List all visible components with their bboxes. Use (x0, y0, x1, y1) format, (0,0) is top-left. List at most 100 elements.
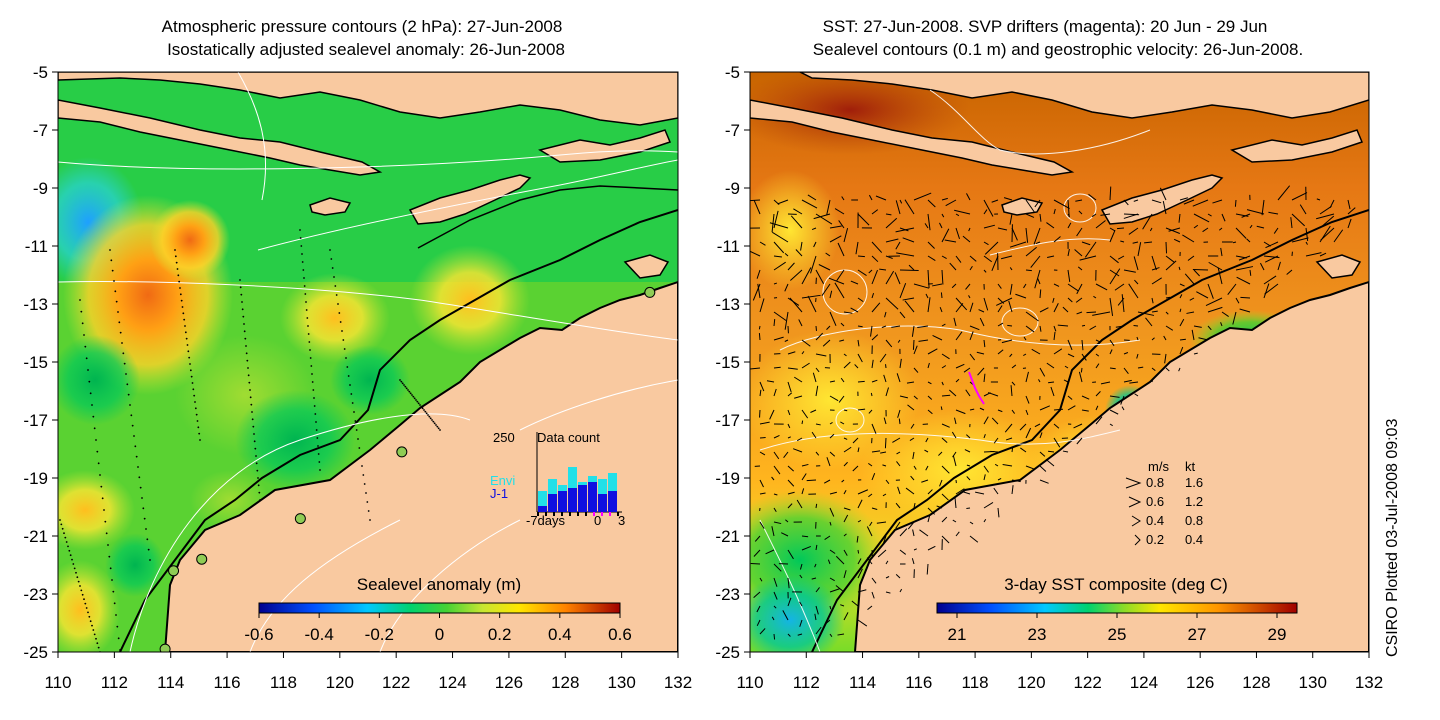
velocity-arrow (1202, 227, 1209, 233)
velocity-arrow (1151, 255, 1157, 271)
altimeter-dot (189, 369, 192, 372)
velocity-arrow (1114, 283, 1125, 291)
velocity-arrow (969, 408, 975, 411)
lon-tick-label: 132 (664, 673, 692, 692)
velocity-arrow (1165, 227, 1180, 234)
velocity-arrow (1109, 269, 1120, 277)
lon-tick-label: 110 (44, 673, 71, 692)
altimeter-dot (315, 421, 317, 423)
colorbar-tick-label: 29 (1268, 625, 1287, 644)
velocity-arrow (1319, 252, 1327, 257)
altimeter-dot (412, 395, 415, 398)
velocity-arrow (1240, 296, 1251, 299)
velocity-arrow (891, 325, 901, 328)
right-title-line1: SST: 27-Jun-2008. SVP drifters (magenta)… (823, 17, 1268, 36)
velocity-arrow (905, 487, 915, 495)
velocity-key-arrow (1125, 477, 1142, 489)
velocity-arrow (1193, 224, 1199, 229)
velocity-arrow (871, 507, 878, 510)
velocity-arrow (1039, 432, 1043, 439)
velocity-arrow (1076, 283, 1083, 295)
lat-tick-label: -23 (715, 585, 740, 604)
velocity-arrow (1039, 213, 1042, 222)
velocity-arrow (1003, 197, 1013, 201)
velocity-arrow (783, 451, 789, 458)
altimeter-dot (113, 602, 116, 605)
altimeter-dot (184, 331, 187, 334)
left-title-line2: Isostatically adjusted sealevel anomaly:… (167, 40, 565, 59)
velocity-arrow (941, 535, 950, 544)
velocity-arrow (881, 325, 887, 329)
velocity-arrow (1023, 336, 1027, 341)
velocity-arrow (1117, 255, 1125, 260)
lon-tick-label: 114 (849, 673, 876, 692)
velocity-arrow (979, 317, 985, 327)
velocity-arrow (983, 297, 989, 311)
left-anomaly-blob (330, 345, 410, 415)
velocity-arrow (773, 282, 778, 285)
velocity-arrow (1039, 465, 1047, 472)
velocity-arrow (826, 199, 831, 216)
altimeter-dot (417, 402, 420, 405)
lat-tick-label: -9 (725, 179, 740, 198)
velocity-arrow (773, 451, 780, 460)
velocity-arrow (1053, 423, 1060, 429)
velocity-arrow (866, 557, 873, 565)
altimeter-dot (64, 536, 67, 539)
altimeter-dot (89, 392, 92, 395)
velocity-arrow (1067, 269, 1071, 282)
left-pressure-contour (249, 519, 401, 652)
altimeter-dot (84, 345, 87, 348)
colorbar-tick-label: 23 (1028, 625, 1047, 644)
altimeter-dot (308, 341, 311, 343)
velocity-arrow (1151, 367, 1156, 372)
velocity-arrow (773, 521, 782, 525)
velocity-arrow (1268, 211, 1279, 215)
velocity-arrow (1011, 485, 1014, 495)
altimeter-dot (257, 477, 259, 479)
left-shelf-break (119, 209, 678, 652)
velocity-arrow (795, 249, 803, 257)
velocity-arrow (983, 373, 986, 383)
velocity-arrow (913, 395, 918, 400)
left-timor-island (408, 174, 532, 225)
velocity-arrow (857, 558, 862, 565)
altimeter-dot (97, 646, 100, 649)
velocity-arrow (787, 549, 794, 560)
velocity-arrow (899, 549, 907, 555)
inset-title: Data count (537, 430, 600, 445)
altimeter-dot (351, 402, 354, 404)
velocity-arrow (1095, 220, 1106, 229)
right-colorbar: 3-day SST composite (deg C) 21 23 25 27 29 (936, 575, 1298, 644)
altimeter-dot (110, 259, 113, 262)
altimeter-dot (68, 549, 71, 552)
tide-gauge-marker (644, 286, 656, 298)
velocity-arrow (899, 395, 909, 399)
velocity-arrow (927, 395, 933, 400)
altimeter-dot (330, 258, 333, 260)
inset-bar-j1 (588, 482, 597, 512)
velocity-arrow (1053, 348, 1063, 355)
velocity-arrow (1179, 338, 1186, 341)
velocity-arrow (1067, 297, 1073, 303)
altimeter-dot (302, 269, 305, 271)
velocity-arrow (759, 492, 766, 495)
velocity-arrow (1159, 187, 1167, 201)
velocity-arrow (759, 479, 764, 488)
altimeter-dot (307, 333, 310, 335)
velocity-arrow (1015, 293, 1027, 299)
velocity-arrow (1001, 339, 1013, 344)
velocity-arrow (939, 479, 943, 487)
velocity-arrow (941, 465, 950, 474)
velocity-key-ms: 0.8 (1146, 475, 1164, 490)
velocity-arrow (964, 449, 971, 453)
altimeter-dot (119, 331, 122, 334)
altimeter-dot (345, 357, 347, 359)
velocity-arrow (927, 348, 938, 355)
velocity-arrow (1011, 446, 1014, 453)
velocity-arrow (969, 302, 974, 313)
velocity-arrow (1236, 276, 1251, 285)
velocity-arrow (917, 325, 929, 328)
left-colorbar-ticks: -0.6 -0.4 -0.2 0 0.2 0.4 0.6 (244, 613, 632, 644)
altimeter-dot (111, 269, 114, 272)
